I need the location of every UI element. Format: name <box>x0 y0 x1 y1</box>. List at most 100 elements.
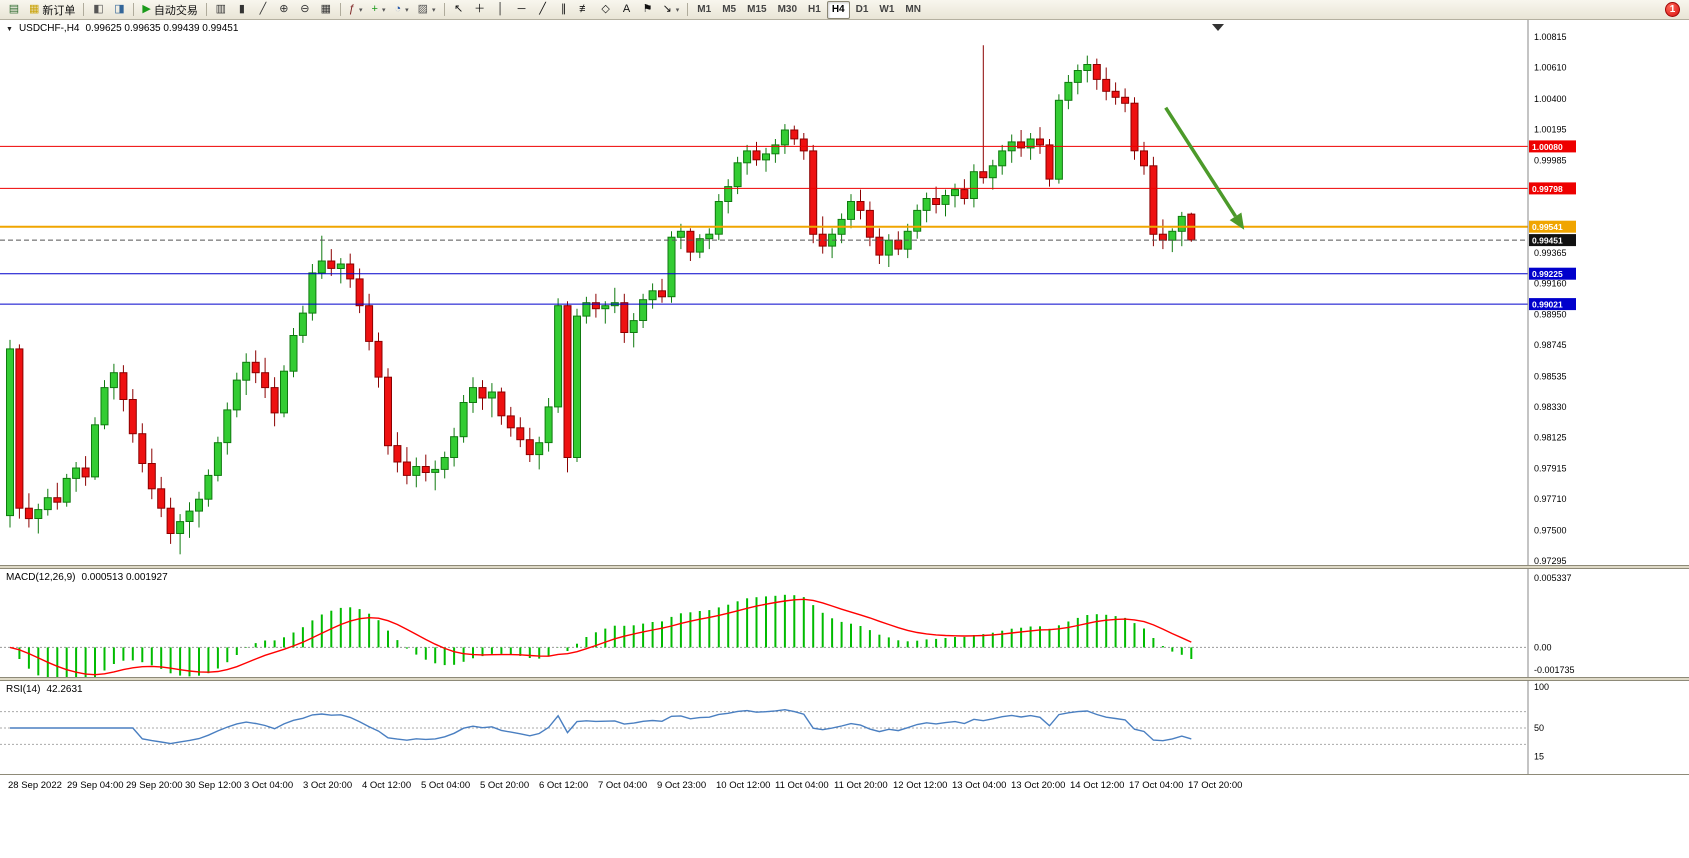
add-indicator-button[interactable]: + ▾ <box>368 1 390 19</box>
new-order-label: 新订单 <box>42 4 76 17</box>
periods-icon: ◔ <box>394 3 402 15</box>
shapes-button[interactable]: ◇ <box>596 1 616 19</box>
rsi-chart[interactable]: 100 50 15 <box>0 681 1689 774</box>
svg-text:50: 50 <box>1534 723 1544 733</box>
svg-text:100: 100 <box>1534 682 1549 692</box>
time-axis-label: 13 Oct 04:00 <box>952 780 1007 791</box>
tile-windows-button[interactable]: ▦ <box>316 1 336 19</box>
time-axis-label: 6 Oct 12:00 <box>539 780 589 791</box>
new-chart-button[interactable]: ▤ <box>4 1 24 19</box>
indicators-dropdown-arrow[interactable]: ▾ <box>359 6 363 14</box>
zoom-out-button[interactable]: ⊖ <box>295 1 315 19</box>
equidistant-channel-button[interactable]: ∥ <box>554 1 574 19</box>
svg-text:15: 15 <box>1534 752 1544 762</box>
svg-text:1.00815: 1.00815 <box>1534 32 1567 42</box>
chart-line-button[interactable]: ╱ <box>253 1 273 19</box>
timeframe-h4-button[interactable]: H4 <box>826 0 850 19</box>
timeframe-m15-button[interactable]: M15 <box>742 1 771 19</box>
chart-candles-icon: ▮ <box>238 3 245 15</box>
zoom-out-icon: ⊖ <box>300 3 310 15</box>
toolbar-separator <box>339 3 341 16</box>
text-button[interactable]: A <box>617 1 637 19</box>
macd-label: MACD(12,26,9) 0.000513 0.001927 <box>6 572 168 583</box>
svg-text:0.97915: 0.97915 <box>1534 464 1567 474</box>
indicators-button[interactable]: ƒ ▾ <box>345 1 367 19</box>
chart-line-icon: ╱ <box>259 3 267 15</box>
trendline-icon: ╱ <box>539 3 546 15</box>
time-axis-label: 10 Oct 12:00 <box>716 780 771 791</box>
fibonacci-icon: ≢ <box>579 3 591 15</box>
arrows-button[interactable]: ↘ ▾ <box>659 1 684 19</box>
timeframe-m30-button[interactable]: M30 <box>773 1 802 19</box>
new-order-button[interactable]: ▦ 新订单 <box>25 1 79 19</box>
one-click-trading-toggle[interactable]: ▼ <box>6 25 13 33</box>
trend-arrow-head <box>1229 212 1245 230</box>
toolbar: ▤ ▦ 新订单 ◧ ◨ ▶ 自动交易 ▥ ▮ ╱ ⊕ ⊖ ▦ ƒ ▾ + ▾ ◔ ▾ ▨ ▾ ↖ ＋ │ ─ ╱ ∥ ≢ ◇ A ⚑ ↘ ▾ M1… <box>0 0 1689 20</box>
svg-text:0.005337: 0.005337 <box>1534 573 1572 583</box>
text-label-button[interactable]: ⚑ <box>638 1 658 19</box>
price-tag <box>1529 140 1576 153</box>
zoom-in-button[interactable]: ⊕ <box>274 1 294 19</box>
zoom-in-icon: ⊕ <box>279 3 289 15</box>
horizontal-line-button[interactable]: ─ <box>512 1 532 19</box>
data-window-button[interactable]: ◨ <box>109 1 129 19</box>
svg-text:1.00195: 1.00195 <box>1534 124 1567 134</box>
time-axis[interactable]: 28 Sep 2022 29 Sep 04:00 29 Sep 20:00 30 Se… <box>0 774 1689 798</box>
svg-text:0.99225: 0.99225 <box>1532 269 1563 279</box>
crosshair-button[interactable]: ＋ <box>470 1 490 19</box>
timeframe-mn-button[interactable]: MN <box>900 1 926 19</box>
templates-dropdown-arrow[interactable]: ▾ <box>432 6 436 14</box>
time-axis-label: 29 Sep 20:00 <box>126 780 183 791</box>
pane-splitter[interactable] <box>0 565 1689 569</box>
timeframe-m1-button[interactable]: M1 <box>692 1 716 19</box>
trendline-button[interactable]: ╱ <box>533 1 553 19</box>
pane-splitter[interactable] <box>0 677 1689 681</box>
macd-chart[interactable]: 0.005337 0.00 -0.001735 <box>0 569 1689 677</box>
fibonacci-button[interactable]: ≢ <box>575 1 595 19</box>
time-axis-label: 3 Oct 20:00 <box>303 780 353 791</box>
rsi-value: 42.2631 <box>46 684 83 695</box>
candlestick-chart[interactable]: 1.00815 1.00610 1.00400 1.00195 0.99985 0.993… <box>0 20 1689 565</box>
svg-text:1.00080: 1.00080 <box>1532 142 1563 152</box>
time-axis-label: 17 Oct 04:00 <box>1129 780 1184 791</box>
add-indicator-dropdown-arrow[interactable]: ▾ <box>381 6 386 14</box>
timeframe-d1-button[interactable]: D1 <box>851 1 874 19</box>
rsi-label: RSI(14) 42.2631 <box>6 684 83 695</box>
cursor-button[interactable]: ↖ <box>449 1 469 19</box>
vertical-line-button[interactable]: │ <box>491 1 511 19</box>
svg-text:0.97710: 0.97710 <box>1534 494 1567 504</box>
timeframe-w1-button[interactable]: W1 <box>874 1 899 19</box>
svg-text:0.99451: 0.99451 <box>1532 236 1563 246</box>
time-axis-label: 11 Oct 20:00 <box>834 780 888 791</box>
timeframe-h1-button[interactable]: H1 <box>803 1 826 19</box>
cursor-icon: ↖ <box>453 3 464 15</box>
chart-candles-button[interactable]: ▮ <box>232 1 252 19</box>
candles <box>6 45 1196 555</box>
auto-trading-button[interactable]: ▶ 自动交易 <box>138 1 201 19</box>
text-icon: A <box>622 3 631 15</box>
market-watch-button[interactable]: ◧ <box>88 1 108 19</box>
toolbar-separator <box>133 3 135 16</box>
toolbar-separator <box>443 3 445 16</box>
arrows-dropdown-arrow[interactable]: ▾ <box>675 6 680 14</box>
price-pane: 1.00815 1.00610 1.00400 1.00195 0.99985 0.993… <box>0 20 1689 565</box>
time-axis-label: 5 Oct 20:00 <box>480 780 530 791</box>
time-axis-label: 30 Sep 12:00 <box>185 780 242 791</box>
time-axis-label: 3 Oct 04:00 <box>244 780 294 791</box>
timeframe-m5-button[interactable]: M5 <box>717 1 741 19</box>
svg-text:0.97295: 0.97295 <box>1534 556 1567 565</box>
time-axis-label: 14 Oct 12:00 <box>1070 780 1125 791</box>
add-indicator-icon: + <box>371 3 378 15</box>
svg-text:0.99541: 0.99541 <box>1532 222 1563 232</box>
templates-button[interactable]: ▨ ▾ <box>414 1 440 19</box>
chart-bars-button[interactable]: ▥ <box>211 1 231 19</box>
svg-text:0.99985: 0.99985 <box>1534 156 1567 166</box>
svg-text:1.00400: 1.00400 <box>1534 94 1567 104</box>
periods-button[interactable]: ◔ ▾ <box>390 1 412 19</box>
svg-text:0.99798: 0.99798 <box>1532 184 1563 194</box>
arrows-icon: ↘ <box>662 3 672 15</box>
periods-dropdown-arrow[interactable]: ▾ <box>405 6 409 14</box>
notification-badge[interactable]: 1 <box>1665 2 1680 17</box>
time-axis-label: 4 Oct 12:00 <box>362 780 412 791</box>
toolbar-separator <box>205 3 207 16</box>
